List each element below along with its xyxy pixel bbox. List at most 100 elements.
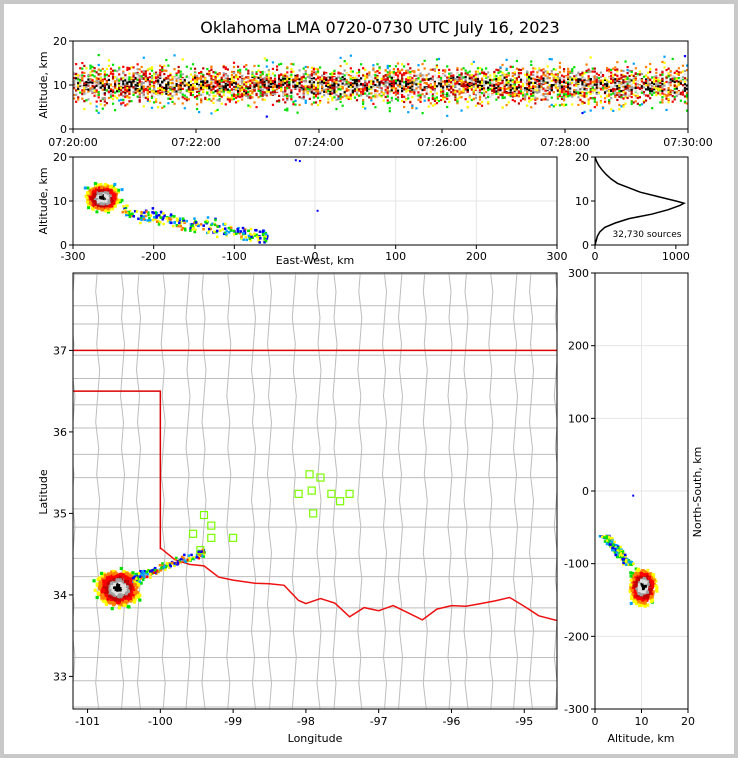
source-point	[321, 85, 324, 89]
source-point	[636, 102, 639, 105]
source-point	[349, 54, 352, 57]
source-point	[237, 100, 240, 103]
source-point	[155, 76, 158, 79]
source-point	[347, 82, 350, 85]
source-point	[673, 80, 676, 83]
source-point	[653, 80, 656, 84]
source-point	[239, 71, 242, 74]
source-point	[642, 99, 646, 103]
source-point	[683, 95, 687, 98]
source-point	[286, 97, 289, 100]
source-point	[521, 86, 525, 90]
source-point	[226, 80, 229, 83]
source-point	[616, 98, 619, 102]
source-point	[364, 77, 367, 80]
source-point	[577, 84, 580, 88]
source-point	[159, 87, 162, 90]
source-point	[193, 72, 197, 75]
source-point	[216, 83, 219, 86]
source-point	[77, 87, 80, 91]
source-point	[655, 74, 658, 78]
source-point	[597, 85, 600, 88]
source-point	[546, 77, 549, 80]
source-point	[644, 84, 648, 87]
source-point	[513, 89, 516, 93]
source-point	[323, 90, 326, 93]
source-point	[669, 74, 672, 77]
source-point	[398, 70, 402, 73]
source-point	[661, 78, 664, 81]
source-point	[130, 66, 133, 69]
source-point	[247, 80, 250, 83]
source-point	[247, 69, 250, 72]
source-point	[386, 78, 389, 81]
source-point	[220, 95, 223, 98]
source-point	[587, 98, 590, 101]
source-point	[560, 86, 564, 89]
source-point	[206, 86, 209, 90]
source-point	[411, 106, 414, 110]
source-point	[319, 91, 322, 94]
source-point	[612, 80, 615, 83]
source-point	[91, 69, 94, 72]
source-point	[610, 93, 613, 96]
source-point	[263, 98, 266, 101]
source-point	[343, 91, 346, 94]
source-point	[501, 71, 504, 74]
source-point	[565, 74, 568, 78]
source-point	[642, 93, 646, 96]
source-point	[460, 79, 463, 82]
source-point	[89, 79, 92, 82]
source-point	[79, 84, 82, 87]
source-point	[169, 82, 172, 85]
source-point	[454, 80, 457, 83]
source-point	[89, 67, 92, 70]
source-point	[571, 69, 574, 73]
source-point	[185, 99, 188, 102]
source-point	[339, 93, 342, 96]
source-point	[259, 88, 262, 91]
source-point	[226, 88, 229, 91]
source-point	[423, 67, 426, 70]
source-point	[126, 96, 129, 99]
source-point	[476, 67, 480, 70]
source-point	[286, 80, 289, 83]
source-point	[667, 98, 670, 101]
source-point	[150, 79, 154, 82]
source-point	[357, 71, 361, 74]
source-point	[111, 75, 115, 78]
source-point	[85, 92, 88, 95]
source-point	[251, 74, 254, 77]
source-point	[237, 69, 240, 72]
source-point	[415, 107, 418, 110]
source-point	[220, 79, 223, 82]
source-point	[511, 72, 514, 75]
source-point	[497, 92, 500, 95]
source-point	[171, 77, 174, 80]
source-point	[423, 88, 426, 91]
source-point	[673, 91, 676, 94]
source-point	[224, 66, 227, 69]
source-point	[456, 81, 459, 84]
source-point	[298, 103, 301, 107]
source-point	[511, 87, 514, 90]
source-point	[376, 95, 379, 98]
source-point	[558, 61, 562, 65]
source-point	[392, 91, 395, 94]
source-point	[99, 99, 102, 102]
source-point	[606, 81, 609, 84]
source-point	[671, 74, 674, 77]
source-point	[419, 100, 422, 103]
source-point	[314, 93, 318, 96]
source-point	[534, 67, 537, 70]
source-point	[148, 87, 152, 91]
source-point	[513, 88, 516, 91]
source-point	[329, 91, 332, 94]
source-point	[253, 81, 256, 84]
source-point	[487, 102, 490, 105]
source-point	[118, 99, 121, 102]
source-point	[470, 88, 473, 91]
source-point	[224, 84, 227, 87]
source-point	[392, 72, 395, 75]
source-point	[204, 86, 207, 89]
